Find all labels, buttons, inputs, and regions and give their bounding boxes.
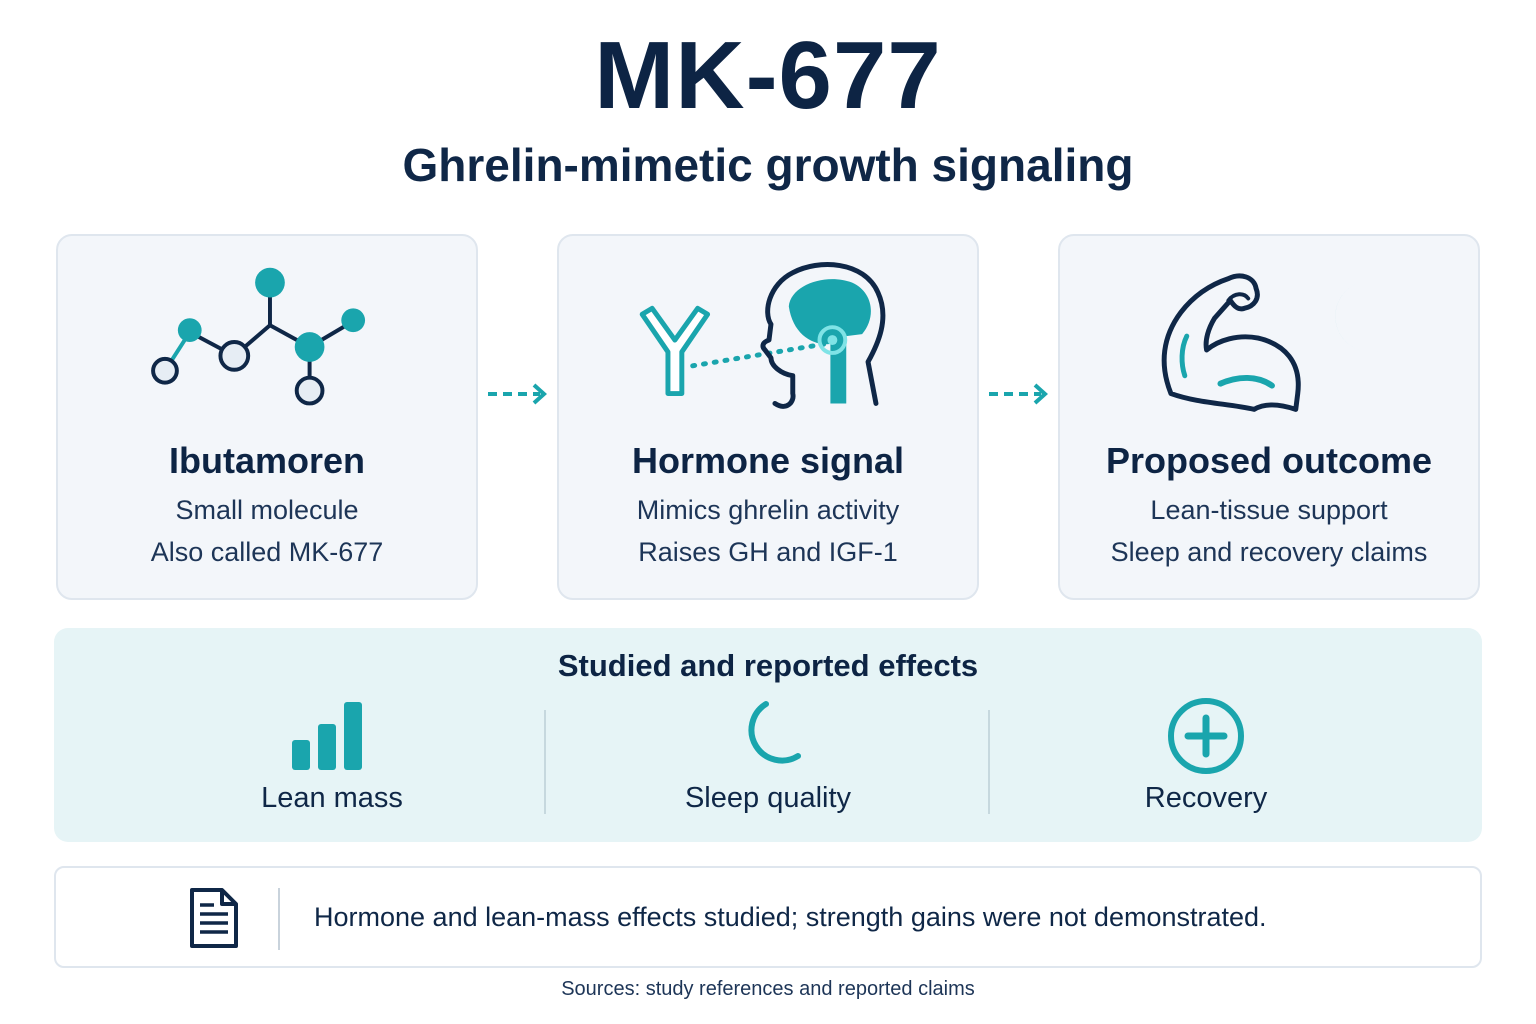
card-line: Raises GH and IGF-1: [638, 537, 898, 567]
card-ibutamoren: Ibutamoren Small molecule Also called MK…: [56, 234, 478, 600]
muscle-moon-icon: [1161, 273, 1383, 412]
card-title: Hormone signal: [631, 440, 905, 481]
note-box: Hormone and lean-mass effects studied; s…: [54, 866, 1482, 968]
effect-lean-mass: Lean mass: [112, 690, 552, 830]
divider: [988, 710, 990, 814]
card-line: Lean-tissue support: [1150, 495, 1388, 525]
effect-label: Lean mass: [261, 782, 403, 814]
card-line: Mimics ghrelin activity: [636, 495, 900, 525]
card-line: Small molecule: [175, 495, 359, 525]
effect-label: Sleep quality: [684, 782, 852, 814]
receptor-head-icon: [639, 262, 886, 409]
document-icon: [190, 888, 238, 948]
page-subtitle: Ghrelin-mimetic growth signaling: [402, 139, 1134, 191]
note-text: Hormone and lean-mass effects studied; s…: [314, 902, 1267, 932]
effect-sleep-quality: Sleep quality: [548, 690, 988, 830]
sources-caption: Sources: study references and reported c…: [561, 978, 975, 1000]
effects-panel: Studied and reported effects Lean mass S…: [54, 628, 1482, 842]
card-title: Ibutamoren: [168, 440, 365, 481]
card-line: Sleep and recovery claims: [1110, 537, 1428, 567]
molecule-icon: [151, 267, 366, 406]
card-proposed-outcome: Proposed outcome Lean-tissue support Sle…: [1058, 234, 1480, 600]
card-hormone-signal: Hormone signal Mimics ghrelin activity R…: [557, 234, 979, 600]
card-title: Proposed outcome: [1105, 440, 1433, 481]
effect-label: Recovery: [1144, 782, 1268, 814]
page-title: MK-677: [594, 22, 942, 129]
card-line: Also called MK-677: [150, 537, 384, 567]
divider: [278, 888, 280, 950]
bar-chart-icon: [292, 702, 362, 770]
moon-icon: [748, 701, 801, 764]
divider: [544, 710, 546, 814]
plus-circle-icon: [1168, 698, 1244, 774]
arrow-right-icon: [989, 383, 1048, 405]
effects-title: Studied and reported effects: [557, 648, 979, 683]
effect-recovery: Recovery: [986, 690, 1426, 830]
arrow-right-icon: [488, 383, 547, 405]
